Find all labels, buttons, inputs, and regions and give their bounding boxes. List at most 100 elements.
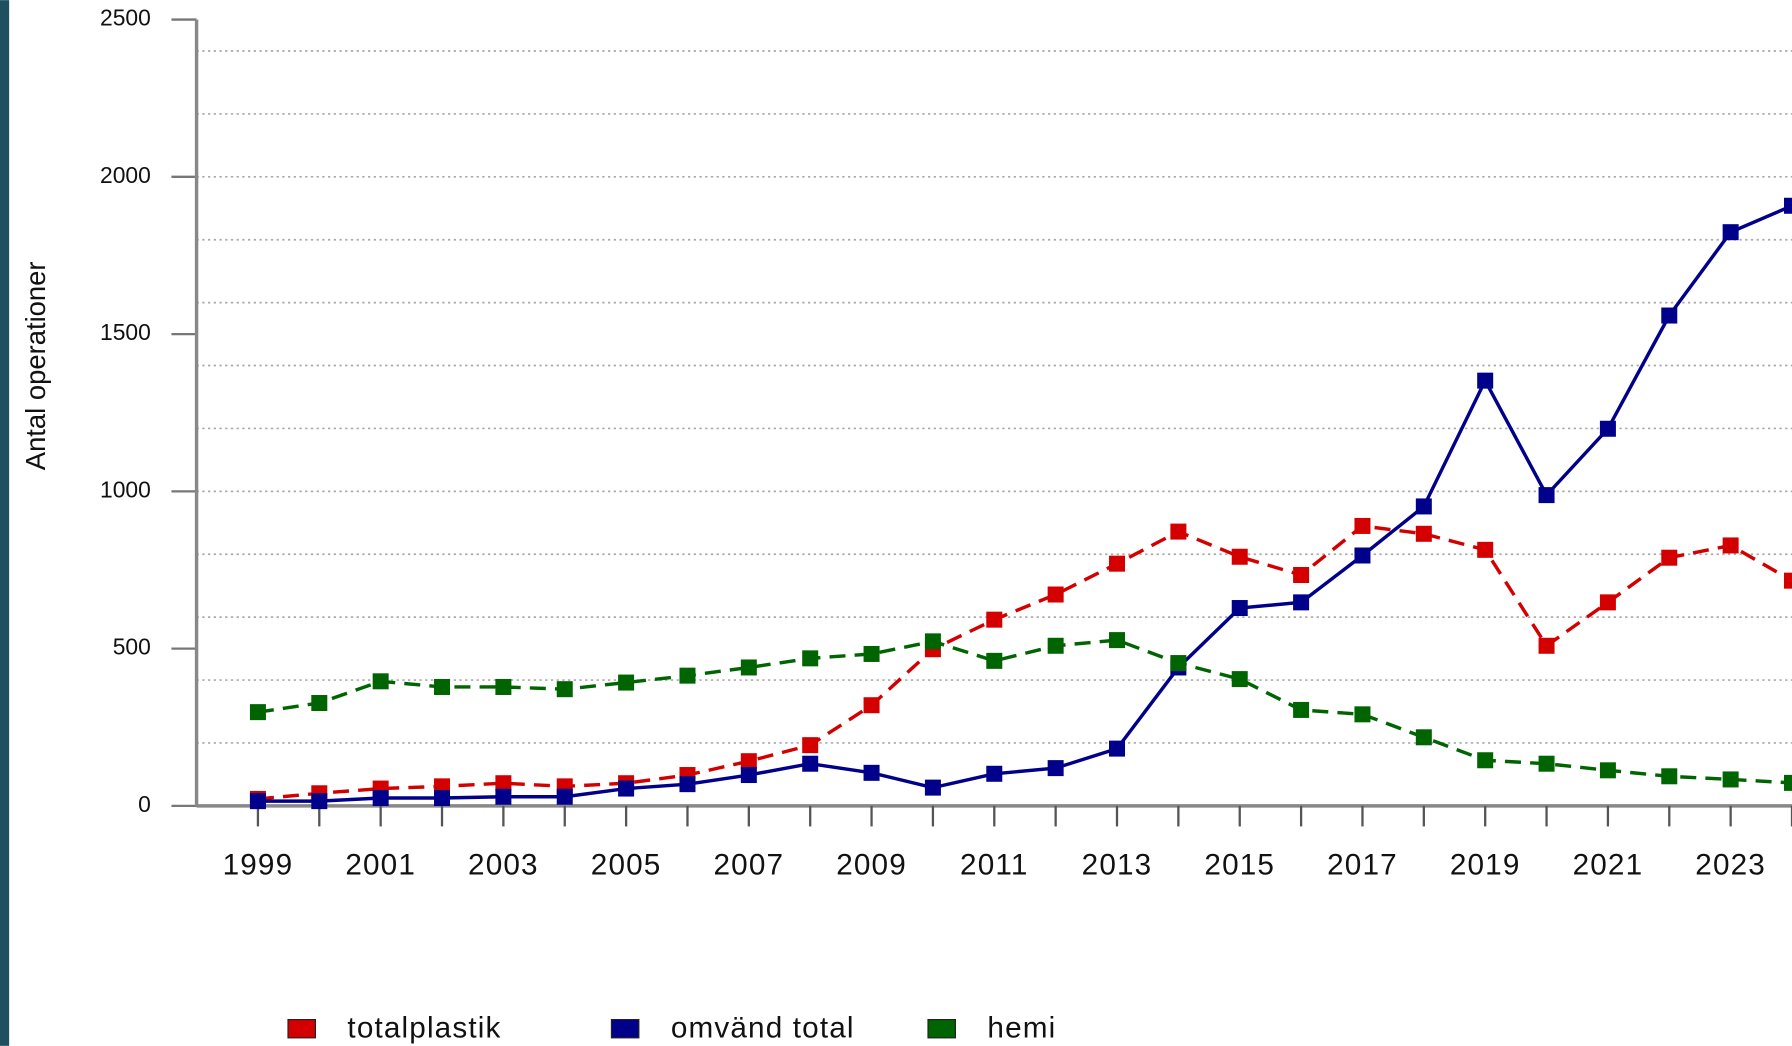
- point: [863, 645, 880, 662]
- point: [924, 779, 941, 796]
- point: [1293, 594, 1310, 611]
- point: [1293, 567, 1310, 584]
- point: [679, 776, 696, 793]
- legend-label: omvänd total: [671, 1012, 855, 1045]
- point: [1477, 541, 1494, 558]
- point: [1599, 762, 1616, 779]
- y-tick-label: 0: [138, 791, 151, 817]
- point: [1784, 197, 1792, 214]
- point: [1661, 307, 1678, 324]
- legend-label: totalplastik: [347, 1012, 501, 1045]
- x-tick-label: 2005: [591, 848, 662, 881]
- y-tick-label: 2000: [100, 162, 151, 188]
- point: [1354, 547, 1371, 564]
- point: [1231, 671, 1248, 688]
- y-tick-label: 1000: [100, 476, 151, 502]
- point: [618, 674, 635, 691]
- point: [1784, 774, 1792, 791]
- point: [802, 737, 819, 754]
- point: [495, 788, 512, 805]
- point: [1599, 594, 1616, 611]
- point: [1477, 372, 1494, 389]
- point: [863, 764, 880, 781]
- x-tick-label: 1999: [223, 848, 294, 881]
- point: [1047, 760, 1064, 777]
- x-tick-label: 2017: [1327, 848, 1398, 881]
- x-tick-label: 2023: [1695, 848, 1766, 881]
- point: [1722, 771, 1739, 788]
- point: [372, 789, 389, 806]
- x-tick-label: 2013: [1082, 848, 1153, 881]
- y-tick-label: 1500: [100, 319, 151, 345]
- point: [1293, 701, 1310, 718]
- point: [495, 678, 512, 695]
- y-tick-label: 500: [113, 634, 151, 660]
- point: [249, 793, 266, 810]
- point: [1599, 420, 1616, 437]
- legend-swatch: [610, 1018, 640, 1039]
- y-tick-label: 2500: [100, 5, 151, 31]
- point: [1477, 752, 1494, 769]
- x-tick-label: 2009: [836, 848, 907, 881]
- point: [740, 659, 757, 676]
- point: [1538, 637, 1555, 654]
- point: [986, 765, 1003, 782]
- point: [802, 650, 819, 667]
- point: [556, 681, 573, 698]
- point: [618, 780, 635, 797]
- legend-swatch: [927, 1018, 956, 1039]
- point: [802, 755, 819, 772]
- point: [434, 678, 451, 695]
- series-line: [257, 204, 1792, 803]
- x-tick-label: 2001: [345, 848, 416, 881]
- point: [986, 611, 1003, 628]
- x-tick-label: 2003: [468, 848, 539, 881]
- point: [1231, 600, 1248, 617]
- point: [1047, 637, 1064, 654]
- point: [1354, 706, 1371, 723]
- side-bar: [0, 0, 10, 1046]
- point: [1231, 548, 1248, 565]
- point: [740, 753, 757, 770]
- point: [1538, 487, 1555, 504]
- point: [1415, 729, 1432, 746]
- point: [1538, 755, 1555, 772]
- point: [924, 633, 941, 650]
- legend-label: hemi: [987, 1012, 1056, 1045]
- point: [1109, 740, 1126, 757]
- point: [679, 667, 696, 684]
- point: [1170, 523, 1187, 540]
- point: [740, 767, 757, 784]
- point: [1170, 655, 1187, 672]
- point: [372, 673, 389, 690]
- point: [986, 652, 1003, 669]
- series-line: [257, 524, 1792, 801]
- y-axis-label: Antal operationer: [20, 261, 51, 470]
- point: [249, 704, 266, 721]
- point: [1047, 586, 1064, 603]
- legend-swatch: [287, 1018, 316, 1039]
- point: [1722, 224, 1739, 241]
- x-tick-label: 2021: [1573, 848, 1644, 881]
- point: [495, 775, 512, 792]
- point: [556, 788, 573, 805]
- series-line: [257, 638, 1792, 785]
- x-tick-label: 2011: [960, 848, 1028, 881]
- x-tick-label: 2015: [1204, 848, 1275, 881]
- point: [1784, 572, 1792, 589]
- point: [434, 789, 451, 806]
- point: [1109, 555, 1126, 572]
- point: [1661, 768, 1678, 785]
- point: [1661, 549, 1678, 566]
- point: [311, 695, 328, 712]
- x-tick-label: 2019: [1450, 848, 1521, 881]
- point: [1415, 498, 1432, 515]
- point: [1354, 517, 1371, 534]
- point: [863, 697, 880, 714]
- point: [1109, 632, 1126, 649]
- point: [311, 793, 328, 810]
- x-tick-label: 2007: [714, 848, 785, 881]
- point: [1415, 525, 1432, 542]
